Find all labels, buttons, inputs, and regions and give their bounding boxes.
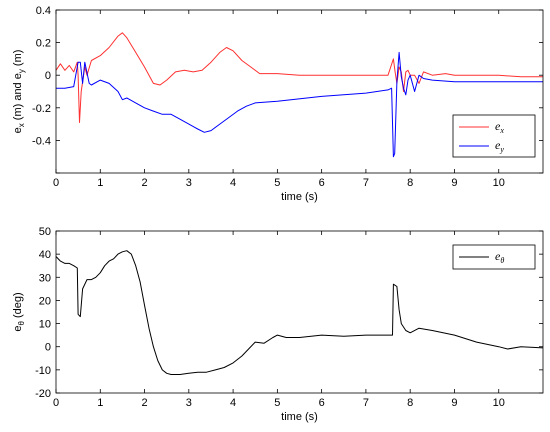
- y-axis-label-part: θ: [17, 321, 26, 326]
- x-tick-label: 7: [363, 397, 369, 409]
- y-tick-label: -0.2: [32, 103, 51, 115]
- x-tick-label: 8: [407, 397, 413, 409]
- y-axis-label-part: e: [12, 127, 24, 133]
- x-tick-label: 4: [230, 397, 236, 409]
- legend-label-y: ey: [495, 138, 504, 154]
- y-axis-label-group: eθ (deg): [12, 292, 26, 331]
- y-tick-label: 0.2: [36, 38, 51, 50]
- x-axis-label: time (s): [281, 191, 318, 203]
- y-axis-label: ex (m) and ey (m): [12, 50, 26, 134]
- x-tick-label: 4: [230, 177, 236, 189]
- x-tick-label: 9: [451, 397, 457, 409]
- x-tick-label: 6: [319, 397, 325, 409]
- x-tick-label: 2: [141, 397, 147, 409]
- y-axis-label-part: (m) and e: [12, 73, 24, 123]
- legend-label-y-part: y: [499, 145, 504, 154]
- y-tick-label: 20: [39, 295, 51, 307]
- series-line-θ: [55, 250, 544, 375]
- x-tick-label: 1: [97, 397, 103, 409]
- y-axis-label-group: ex (m) and ey (m): [12, 50, 26, 134]
- x-tick-label: 3: [186, 177, 192, 189]
- legend-label-θ: eθ: [495, 249, 504, 265]
- axes-box: [55, 9, 544, 174]
- x-tick-label: 0: [53, 177, 59, 189]
- x-tick-label: 7: [363, 177, 369, 189]
- y-tick-label: 10: [39, 319, 51, 331]
- x-tick-label: 5: [274, 177, 280, 189]
- legend-box: [452, 114, 536, 158]
- y-axis-label-part: x: [17, 123, 26, 127]
- x-tick-label: 3: [186, 397, 192, 409]
- legend-label-x-part: e: [495, 119, 501, 133]
- series-line-y: [56, 51, 543, 158]
- x-tick-label: 10: [493, 397, 505, 409]
- y-tick-label: 0: [45, 342, 51, 354]
- y-tick-label: -10: [35, 365, 51, 377]
- x-tick-label: 0: [53, 397, 59, 409]
- series-line-x: [55, 32, 543, 123]
- legend-label-y-part: e: [495, 138, 501, 152]
- y-axis-label: eθ (deg): [12, 292, 26, 331]
- x-tick-label: 5: [274, 397, 280, 409]
- x-axis-label: time (s): [281, 411, 318, 423]
- y-tick-label: -20: [35, 388, 51, 400]
- x-tick-label: 1: [97, 177, 103, 189]
- y-tick-label: 0: [45, 70, 51, 82]
- x-tick-label: 2: [141, 177, 147, 189]
- legend-label-θ-part: θ: [500, 256, 504, 265]
- y-tick-label: 30: [39, 272, 51, 284]
- x-tick-label: 8: [407, 177, 413, 189]
- bottom-chart: 0 1 2 3 4 5 6 7 8 9 10 -20 -10 0 10 20 30 40 50 time (s) eθ …: [12, 226, 544, 423]
- y-axis-label-part: (deg): [12, 292, 24, 321]
- x-tick-label: 9: [451, 177, 457, 189]
- y-axis-label-part: (m): [12, 50, 24, 70]
- x-tick-label: 6: [319, 177, 325, 189]
- y-tick-label: -0.4: [32, 135, 51, 147]
- axes-box: [55, 230, 544, 394]
- legend-label-θ-part: e: [495, 249, 501, 263]
- y-tick-label: 40: [39, 249, 51, 261]
- y-tick-label: 0.4: [36, 5, 51, 17]
- y-axis-label-part: y: [17, 69, 26, 73]
- legend-label-x-part: x: [499, 126, 504, 135]
- y-axis-label-part: e: [12, 326, 24, 332]
- x-tick-label: 10: [493, 177, 505, 189]
- y-tick-label: 50: [39, 226, 51, 238]
- legend-label-x: ex: [495, 119, 504, 135]
